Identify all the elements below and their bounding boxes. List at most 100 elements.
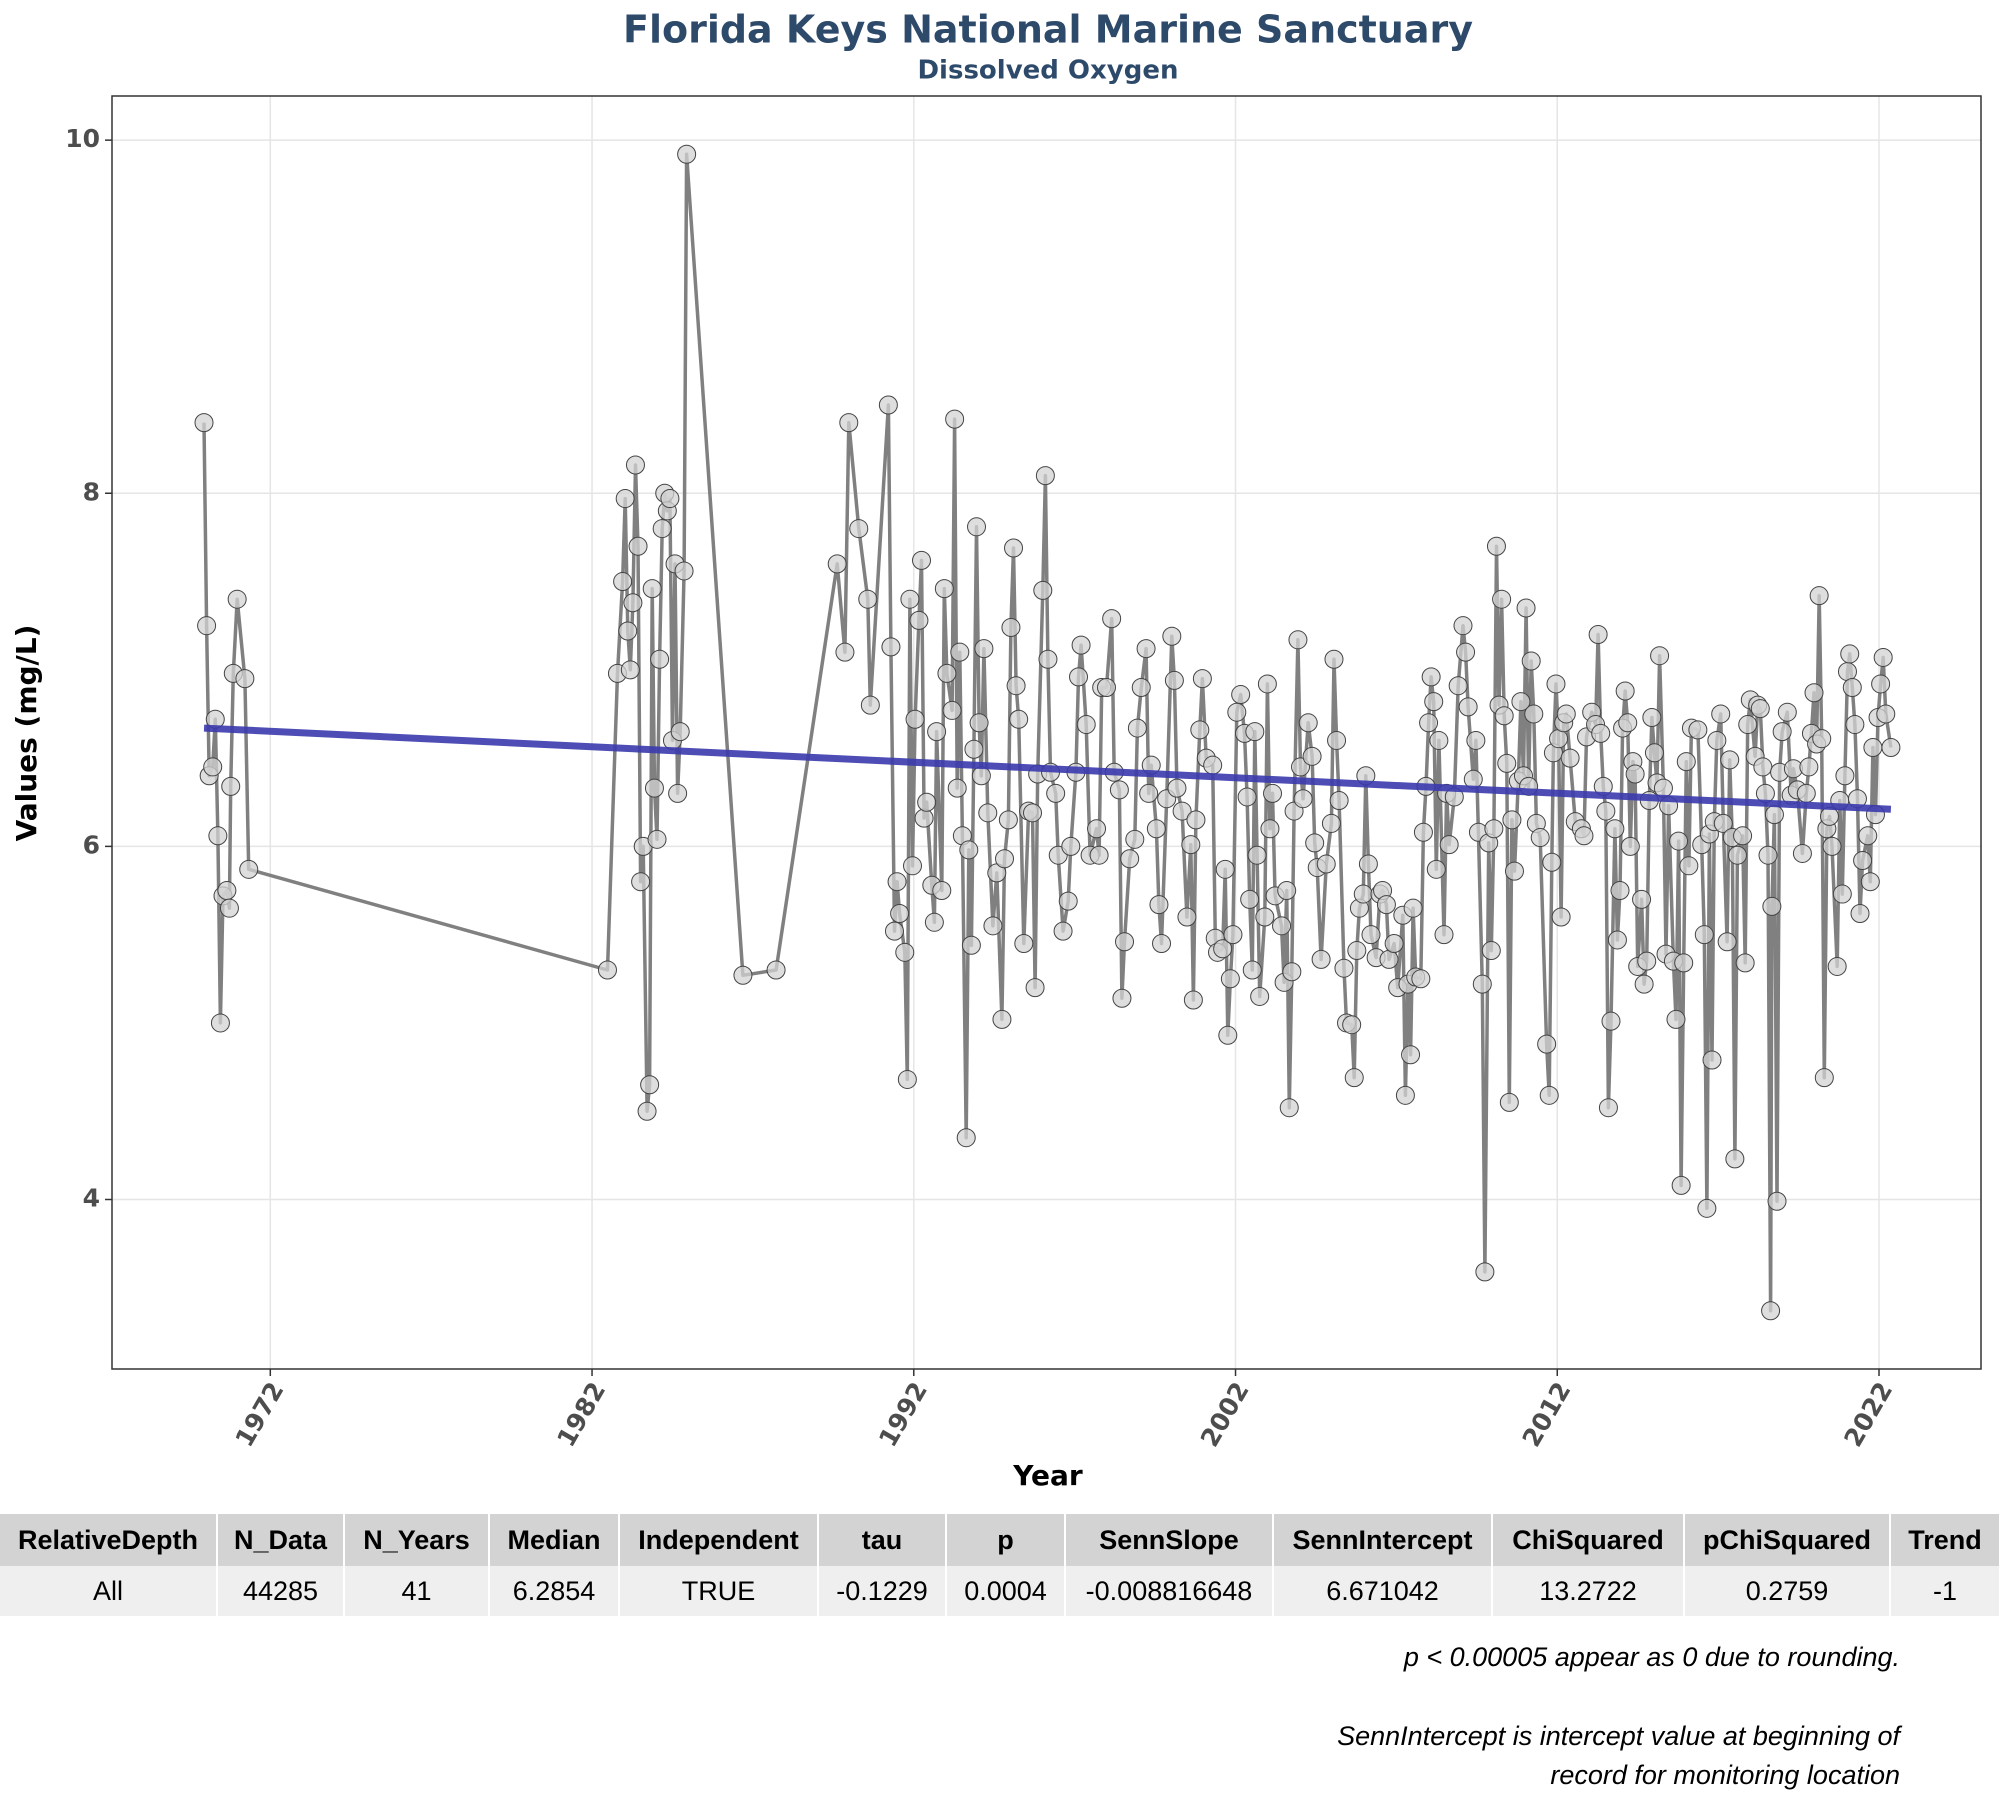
table-cell: 44285 bbox=[217, 1566, 345, 1616]
data-point bbox=[1272, 916, 1292, 936]
data-point bbox=[1177, 907, 1197, 927]
data-point bbox=[1591, 723, 1611, 743]
data-point bbox=[219, 898, 239, 918]
data-point bbox=[1164, 670, 1184, 690]
column-header: N_Data bbox=[217, 1514, 345, 1566]
stats-table: RelativeDepth N_Data N_Years Median Independ… bbox=[0, 1514, 2000, 1616]
data-point bbox=[1796, 783, 1816, 803]
data-point bbox=[1263, 783, 1283, 803]
data-point bbox=[1860, 872, 1880, 892]
data-point bbox=[827, 554, 847, 574]
data-point bbox=[1601, 1011, 1621, 1031]
data-point bbox=[1131, 677, 1151, 697]
data-point bbox=[924, 912, 944, 932]
data-point bbox=[1192, 669, 1212, 689]
data-point bbox=[1347, 941, 1367, 961]
data-point bbox=[1152, 933, 1172, 953]
data-point bbox=[1087, 819, 1107, 839]
table-cell: TRUE bbox=[619, 1566, 819, 1616]
data-point bbox=[1183, 990, 1203, 1010]
data-point bbox=[1421, 667, 1441, 687]
data-point bbox=[1413, 822, 1433, 842]
data-point bbox=[934, 579, 954, 599]
data-point bbox=[1218, 1025, 1238, 1045]
data-point bbox=[945, 409, 965, 429]
data-point bbox=[1456, 642, 1476, 662]
data-point bbox=[1245, 722, 1265, 742]
data-point bbox=[1429, 730, 1449, 750]
chart-subtitle: Dissolved Oxygen bbox=[917, 56, 1178, 86]
data-point bbox=[597, 960, 617, 980]
data-point bbox=[217, 881, 237, 901]
data-point bbox=[1186, 810, 1206, 830]
data-point bbox=[932, 881, 952, 901]
y-tick-label: 8 bbox=[83, 477, 100, 506]
data-point bbox=[1634, 974, 1654, 994]
x-tick-label: 2022 bbox=[1838, 1377, 1898, 1452]
data-point bbox=[1618, 713, 1638, 733]
data-point bbox=[978, 803, 998, 823]
data-point bbox=[1804, 683, 1824, 703]
column-header: SennIntercept bbox=[1273, 1514, 1493, 1566]
table-cell: 6.2854 bbox=[489, 1566, 620, 1616]
data-point bbox=[1453, 616, 1473, 636]
data-point bbox=[900, 589, 920, 609]
data-point bbox=[1484, 819, 1504, 839]
data-point bbox=[1220, 969, 1240, 989]
data-point bbox=[1255, 907, 1275, 927]
data-point bbox=[1361, 925, 1381, 945]
data-point bbox=[1344, 1068, 1364, 1088]
data-point bbox=[1035, 466, 1055, 486]
data-point bbox=[210, 1013, 230, 1033]
data-point bbox=[971, 766, 991, 786]
column-header: Trend bbox=[1890, 1514, 2000, 1566]
data-point bbox=[1881, 738, 1901, 758]
data-point bbox=[1025, 978, 1045, 998]
data-point bbox=[1644, 743, 1664, 763]
data-point bbox=[1167, 778, 1187, 798]
data-point bbox=[644, 778, 664, 798]
data-point bbox=[1237, 787, 1257, 807]
data-line bbox=[202, 152, 1893, 1313]
column-header: ChiSquared bbox=[1492, 1514, 1685, 1566]
data-point bbox=[227, 589, 247, 609]
column-header: Median bbox=[489, 1514, 620, 1566]
data-point bbox=[613, 572, 633, 592]
data-point bbox=[890, 903, 910, 923]
data-point bbox=[1076, 715, 1096, 735]
data-point bbox=[1809, 586, 1829, 606]
data-point bbox=[1302, 746, 1322, 766]
table-cell: 0.0004 bbox=[946, 1566, 1066, 1616]
data-point bbox=[1669, 831, 1689, 851]
data-point bbox=[618, 621, 638, 641]
data-point bbox=[1549, 729, 1569, 749]
data-point bbox=[1006, 676, 1026, 696]
x-tick-label: 2012 bbox=[1517, 1377, 1577, 1452]
data-point bbox=[1827, 956, 1847, 976]
data-point bbox=[839, 413, 859, 433]
data-point bbox=[1814, 1068, 1834, 1088]
data-point bbox=[1725, 1149, 1745, 1169]
y-axis-title: Values (mg/L) bbox=[10, 625, 43, 842]
data-point bbox=[1777, 702, 1797, 722]
x-tick-label: 2002 bbox=[1195, 1377, 1255, 1452]
chart-title: Florida Keys National Marine Sanctuary bbox=[623, 8, 1473, 52]
column-header: tau bbox=[818, 1514, 947, 1566]
data-point bbox=[1097, 677, 1117, 697]
data-point bbox=[1516, 598, 1536, 618]
data-point bbox=[1181, 835, 1201, 855]
trend-line bbox=[203, 724, 1892, 813]
data-point bbox=[950, 642, 970, 662]
data-point bbox=[1384, 933, 1404, 953]
data-point bbox=[1537, 1034, 1557, 1054]
data-point bbox=[1120, 849, 1140, 869]
data-point bbox=[1871, 674, 1891, 694]
data-point bbox=[1688, 720, 1708, 740]
data-point bbox=[1720, 750, 1740, 770]
data-point bbox=[1842, 677, 1862, 697]
x-tick-label: 1972 bbox=[230, 1377, 290, 1452]
data-point bbox=[1632, 889, 1652, 909]
data-point bbox=[1840, 644, 1860, 664]
data-point bbox=[1419, 713, 1439, 733]
data-point bbox=[992, 1009, 1012, 1029]
